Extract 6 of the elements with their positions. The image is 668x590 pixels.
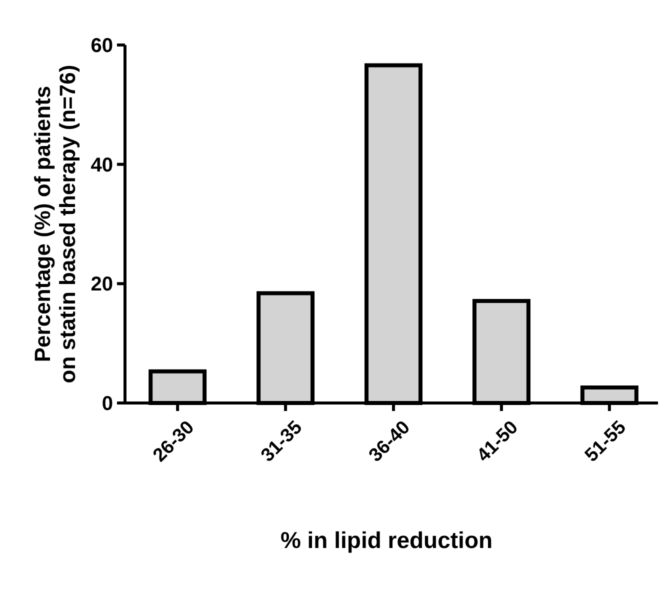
y-tick-label: 0 (102, 393, 113, 415)
x-axis-title: % in lipid reduction (280, 527, 493, 553)
y-tick-label: 60 (90, 35, 113, 57)
y-tick-label: 40 (90, 154, 113, 176)
y-axis-title: Percentage (%) of patients on statin based therapy (n=76) (30, 64, 80, 384)
y-tick-label: 20 (90, 274, 113, 296)
